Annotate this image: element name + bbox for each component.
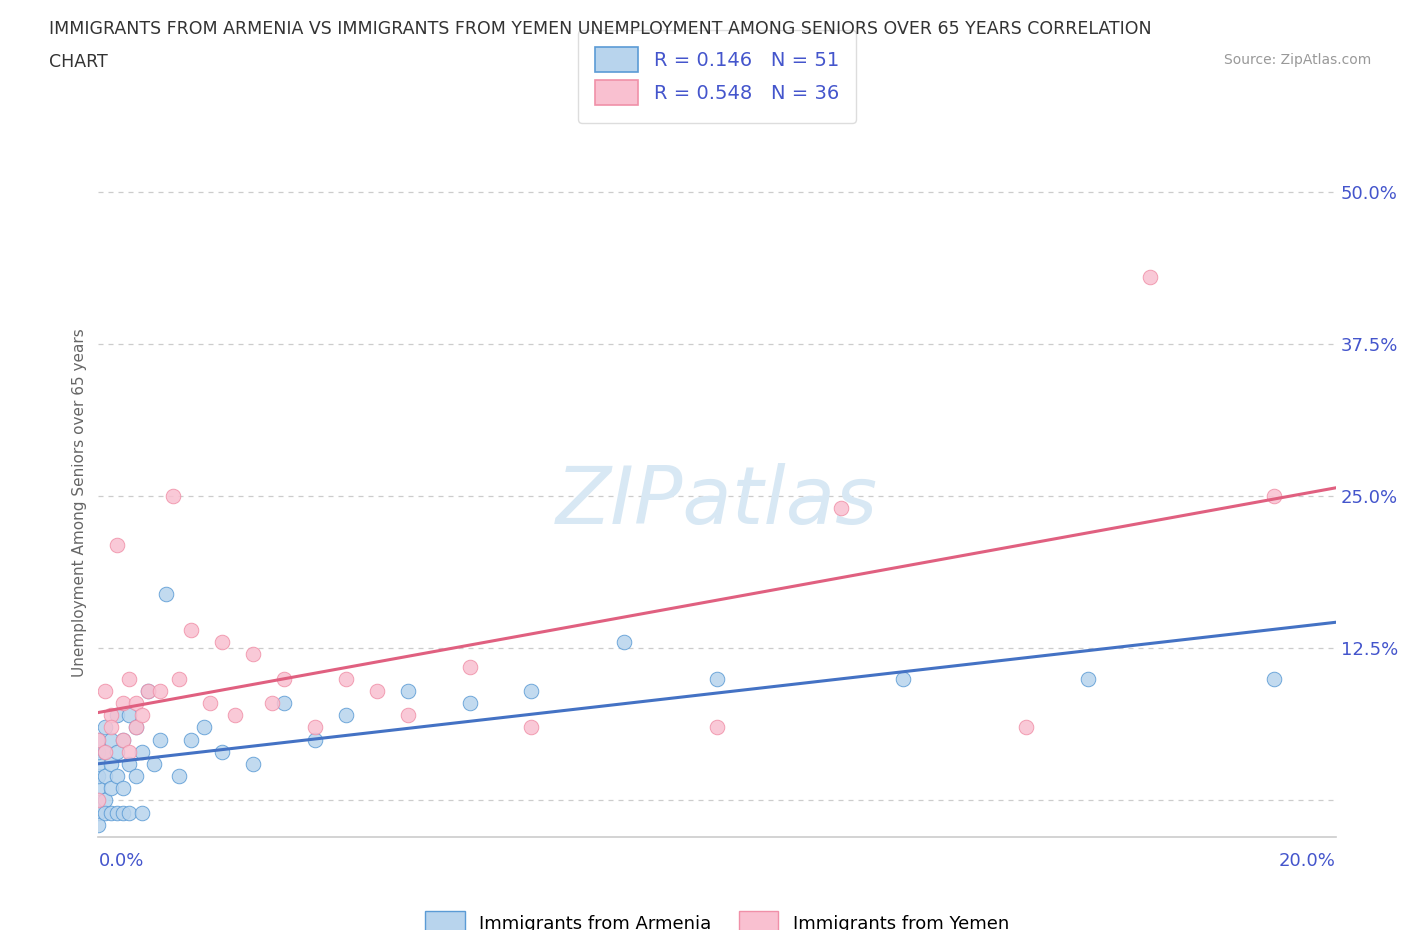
Point xyxy=(891,671,914,686)
Point xyxy=(93,793,115,808)
Point xyxy=(520,720,543,735)
Point xyxy=(118,756,141,771)
Point xyxy=(100,708,122,723)
Point xyxy=(105,769,128,784)
Point xyxy=(87,793,110,808)
Point xyxy=(1015,720,1038,735)
Point xyxy=(180,622,202,637)
Point xyxy=(93,805,115,820)
Point xyxy=(118,744,141,759)
Point xyxy=(93,744,115,759)
Point xyxy=(87,744,110,759)
Point xyxy=(87,769,110,784)
Point xyxy=(87,805,110,820)
Text: IMMIGRANTS FROM ARMENIA VS IMMIGRANTS FROM YEMEN UNEMPLOYMENT AMONG SENIORS OVER: IMMIGRANTS FROM ARMENIA VS IMMIGRANTS FR… xyxy=(49,20,1152,38)
Point xyxy=(131,708,153,723)
Point xyxy=(211,744,233,759)
Point xyxy=(118,708,141,723)
Point xyxy=(242,756,264,771)
Point xyxy=(180,732,202,747)
Point xyxy=(87,817,110,832)
Point xyxy=(335,671,357,686)
Point xyxy=(93,684,115,698)
Text: CHART: CHART xyxy=(49,53,108,71)
Point xyxy=(112,732,135,747)
Point xyxy=(273,696,295,711)
Point xyxy=(124,720,146,735)
Point xyxy=(335,708,357,723)
Point xyxy=(224,708,246,723)
Point xyxy=(93,769,115,784)
Point xyxy=(260,696,283,711)
Point xyxy=(87,781,110,796)
Point xyxy=(136,684,159,698)
Point xyxy=(167,769,190,784)
Y-axis label: Unemployment Among Seniors over 65 years: Unemployment Among Seniors over 65 years xyxy=(72,328,87,677)
Point xyxy=(1263,671,1285,686)
Text: 20.0%: 20.0% xyxy=(1279,852,1336,870)
Point xyxy=(458,696,481,711)
Point xyxy=(124,696,146,711)
Point xyxy=(118,805,141,820)
Point xyxy=(100,805,122,820)
Point xyxy=(198,696,221,711)
Point xyxy=(149,684,172,698)
Point xyxy=(613,635,636,650)
Text: ZIPatlas: ZIPatlas xyxy=(555,463,879,541)
Point xyxy=(87,732,110,747)
Point xyxy=(93,720,115,735)
Point xyxy=(193,720,215,735)
Point xyxy=(118,671,141,686)
Point xyxy=(167,671,190,686)
Point xyxy=(100,732,122,747)
Point xyxy=(396,708,419,723)
Point xyxy=(304,720,326,735)
Point xyxy=(273,671,295,686)
Point xyxy=(155,586,177,601)
Point xyxy=(1077,671,1099,686)
Point xyxy=(87,793,110,808)
Point xyxy=(105,708,128,723)
Point xyxy=(211,635,233,650)
Point xyxy=(100,756,122,771)
Point xyxy=(100,720,122,735)
Point xyxy=(396,684,419,698)
Point xyxy=(304,732,326,747)
Point xyxy=(143,756,166,771)
Point xyxy=(87,732,110,747)
Point xyxy=(124,720,146,735)
Point xyxy=(105,538,128,552)
Point xyxy=(149,732,172,747)
Point xyxy=(520,684,543,698)
Point xyxy=(112,781,135,796)
Point xyxy=(87,756,110,771)
Legend: Immigrants from Armenia, Immigrants from Yemen: Immigrants from Armenia, Immigrants from… xyxy=(418,904,1017,930)
Point xyxy=(242,647,264,662)
Text: 0.0%: 0.0% xyxy=(98,852,143,870)
Point xyxy=(458,659,481,674)
Point xyxy=(131,744,153,759)
Point xyxy=(100,781,122,796)
Point xyxy=(105,805,128,820)
Point xyxy=(112,696,135,711)
Point xyxy=(105,744,128,759)
Point xyxy=(1263,488,1285,503)
Point xyxy=(124,769,146,784)
Text: Source: ZipAtlas.com: Source: ZipAtlas.com xyxy=(1223,53,1371,67)
Point xyxy=(1139,270,1161,285)
Point xyxy=(112,732,135,747)
Point xyxy=(131,805,153,820)
Point xyxy=(112,805,135,820)
Point xyxy=(706,720,728,735)
Point xyxy=(93,744,115,759)
Point xyxy=(366,684,388,698)
Point xyxy=(830,501,852,516)
Point xyxy=(136,684,159,698)
Point xyxy=(162,488,184,503)
Point xyxy=(706,671,728,686)
